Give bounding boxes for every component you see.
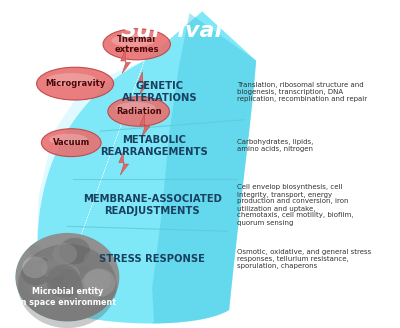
Polygon shape [138, 72, 148, 95]
Circle shape [18, 244, 117, 328]
Text: METABOLIC
REARRANGEMENTS: METABOLIC REARRANGEMENTS [100, 135, 208, 157]
Text: Carbohydrates, lipids,
amino acids, nitrogen: Carbohydrates, lipids, amino acids, nitr… [237, 139, 313, 153]
Polygon shape [152, 13, 256, 323]
Text: Microgravity: Microgravity [45, 79, 105, 88]
Circle shape [21, 260, 51, 285]
Ellipse shape [108, 97, 170, 126]
Circle shape [84, 249, 114, 274]
Text: MEMBRANE-ASSOCIATED
READJUSTMENTS: MEMBRANE-ASSOCIATED READJUSTMENTS [83, 194, 222, 216]
Circle shape [59, 238, 90, 264]
Text: Osmotic, oxidative, and general stress
responses, tellurium resistance,
sporulat: Osmotic, oxidative, and general stress r… [237, 249, 371, 269]
Circle shape [29, 245, 42, 256]
Text: STRESS RESPONSE: STRESS RESPONSE [99, 254, 205, 264]
Circle shape [28, 277, 54, 299]
Text: Vacuum: Vacuum [53, 138, 90, 147]
Circle shape [75, 278, 103, 301]
Ellipse shape [46, 73, 96, 86]
Ellipse shape [41, 129, 101, 157]
Circle shape [14, 231, 121, 323]
Text: Thermal
extremes: Thermal extremes [114, 34, 159, 54]
Polygon shape [38, 11, 256, 323]
Circle shape [39, 257, 49, 266]
Polygon shape [119, 152, 129, 175]
Ellipse shape [116, 102, 156, 114]
Circle shape [90, 274, 110, 291]
Polygon shape [90, 167, 100, 190]
Circle shape [41, 259, 63, 278]
Text: Survival: Survival [120, 21, 222, 41]
Circle shape [47, 268, 81, 298]
Circle shape [37, 294, 59, 313]
Circle shape [22, 256, 48, 278]
Polygon shape [121, 51, 131, 73]
Circle shape [82, 269, 116, 297]
Ellipse shape [112, 34, 155, 47]
Text: Cell envelop biosynthesis, cell
integrity, transport, energy
production and conv: Cell envelop biosynthesis, cell integrit… [237, 184, 353, 226]
Ellipse shape [36, 67, 114, 100]
Polygon shape [140, 114, 150, 137]
Text: Radiation: Radiation [116, 107, 162, 116]
Circle shape [48, 265, 80, 292]
Text: GENETIC
ALTERATIONS: GENETIC ALTERATIONS [122, 81, 198, 103]
Circle shape [67, 280, 84, 295]
Circle shape [54, 275, 64, 283]
Circle shape [36, 256, 51, 270]
Circle shape [78, 265, 88, 273]
Ellipse shape [49, 134, 88, 145]
Circle shape [85, 269, 111, 292]
Polygon shape [36, 61, 144, 310]
Circle shape [38, 272, 72, 301]
Circle shape [58, 265, 80, 283]
Ellipse shape [103, 29, 170, 60]
Text: Translation, ribosomal structure and
biogenesis, transcription, DNA
replication,: Translation, ribosomal structure and bio… [237, 82, 367, 102]
Circle shape [16, 233, 119, 321]
Circle shape [52, 243, 77, 264]
Text: Microbial entity
in space environment: Microbial entity in space environment [18, 287, 116, 307]
